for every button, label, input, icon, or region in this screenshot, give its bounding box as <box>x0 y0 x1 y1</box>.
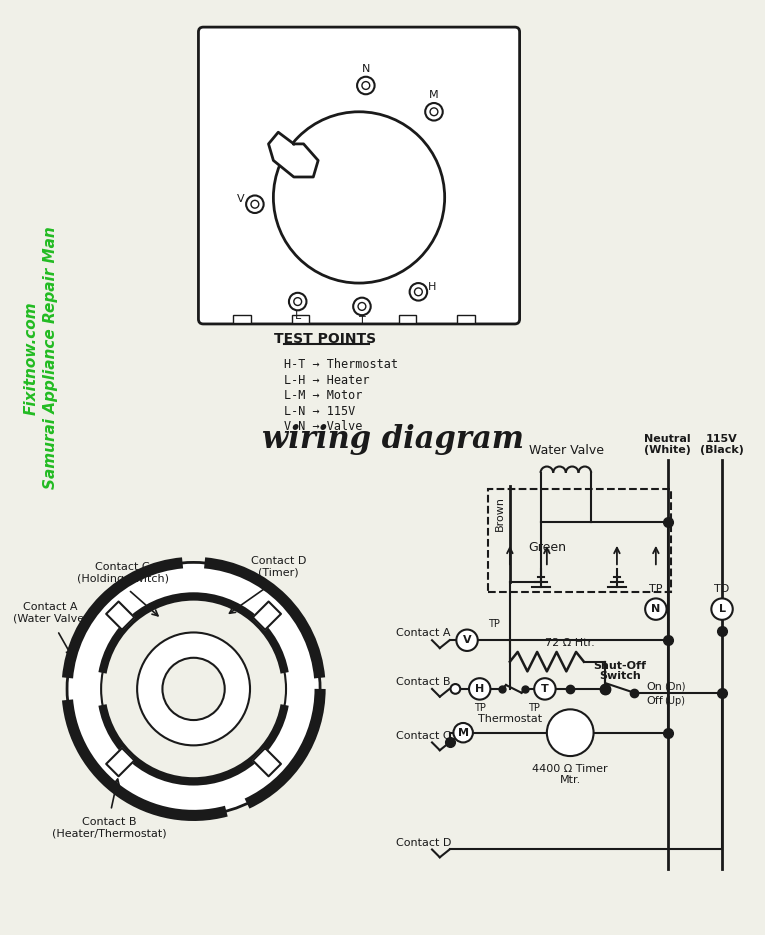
Text: V: V <box>236 194 244 204</box>
Circle shape <box>547 710 594 756</box>
Text: V: V <box>463 635 471 645</box>
Circle shape <box>454 723 473 742</box>
Text: 115V
(Black): 115V (Black) <box>700 434 744 455</box>
Bar <box>489 489 672 592</box>
Text: wiring diagram: wiring diagram <box>262 424 524 455</box>
Text: L-H → Heater: L-H → Heater <box>284 374 369 386</box>
Text: (Dn): (Dn) <box>664 682 685 692</box>
Text: T: T <box>359 316 366 326</box>
Circle shape <box>358 303 366 310</box>
Text: Brown: Brown <box>495 496 505 531</box>
Circle shape <box>457 629 478 651</box>
Text: Green: Green <box>528 541 566 554</box>
Text: TP: TP <box>474 702 486 712</box>
Circle shape <box>162 657 225 720</box>
Circle shape <box>273 112 444 283</box>
Text: H-T → Thermostat: H-T → Thermostat <box>284 358 398 371</box>
Text: Thermostat: Thermostat <box>478 714 542 725</box>
Text: Shut-Off: Shut-Off <box>594 661 646 671</box>
Circle shape <box>101 597 286 782</box>
Text: On: On <box>646 682 662 692</box>
Polygon shape <box>106 748 135 776</box>
Text: Contact B: Contact B <box>396 677 451 687</box>
Circle shape <box>137 632 250 745</box>
Text: H: H <box>475 683 484 694</box>
Text: Neutral
(White): Neutral (White) <box>644 434 691 455</box>
Text: Contact C: Contact C <box>396 730 451 741</box>
Text: TP: TP <box>529 702 540 712</box>
Polygon shape <box>269 132 318 177</box>
Circle shape <box>409 283 427 300</box>
Bar <box>292 315 309 323</box>
Circle shape <box>711 598 733 620</box>
Text: Off: Off <box>646 696 663 706</box>
Circle shape <box>294 297 301 306</box>
Text: Switch: Switch <box>599 671 641 681</box>
Circle shape <box>246 195 264 213</box>
Text: Water Valve: Water Valve <box>529 444 604 457</box>
Circle shape <box>430 108 438 116</box>
Polygon shape <box>106 601 135 630</box>
Circle shape <box>357 77 375 94</box>
Text: L: L <box>295 311 301 321</box>
Circle shape <box>645 598 666 620</box>
Text: N: N <box>651 604 660 614</box>
Circle shape <box>415 288 422 295</box>
Text: N: N <box>362 64 370 74</box>
Text: 4400 Ω Timer
Mtr.: 4400 Ω Timer Mtr. <box>532 764 608 785</box>
Circle shape <box>251 200 259 209</box>
Circle shape <box>289 293 307 310</box>
Text: (Up): (Up) <box>664 696 685 706</box>
Text: M: M <box>429 90 439 100</box>
Polygon shape <box>252 748 281 776</box>
Text: TD: TD <box>715 583 730 594</box>
Text: 72 Ω Htr.: 72 Ω Htr. <box>545 638 595 648</box>
Text: L-N → 115V: L-N → 115V <box>284 405 355 418</box>
Text: M: M <box>457 727 469 738</box>
Circle shape <box>451 684 461 694</box>
Text: TP: TP <box>488 619 500 628</box>
Text: L: L <box>718 604 725 614</box>
Text: L-M → Motor: L-M → Motor <box>284 389 363 402</box>
Text: V-N → Valve: V-N → Valve <box>284 421 363 433</box>
Text: H: H <box>428 281 436 292</box>
Text: TEST POINTS: TEST POINTS <box>274 332 376 346</box>
Circle shape <box>425 103 443 121</box>
Text: TP: TP <box>649 583 662 594</box>
Circle shape <box>353 297 371 315</box>
Circle shape <box>469 678 490 699</box>
Bar <box>399 315 416 323</box>
Text: Contact D
(Timer): Contact D (Timer) <box>251 556 306 578</box>
Text: Samurai Appliance Repair Man: Samurai Appliance Repair Man <box>43 226 58 489</box>
Circle shape <box>67 562 320 815</box>
Text: Contact A
(Water Valve): Contact A (Water Valve) <box>13 602 88 624</box>
FancyBboxPatch shape <box>198 27 519 324</box>
Bar <box>233 315 251 323</box>
Text: T: T <box>541 683 549 694</box>
Circle shape <box>362 81 369 90</box>
Circle shape <box>534 678 555 699</box>
Bar <box>457 315 475 323</box>
Text: Contact A: Contact A <box>396 628 451 639</box>
Text: Contact D: Contact D <box>396 838 451 848</box>
Polygon shape <box>252 601 281 630</box>
Text: Fixitnow.com: Fixitnow.com <box>24 301 38 415</box>
Text: Contact B
(Heater/Thermostat): Contact B (Heater/Thermostat) <box>51 817 166 839</box>
Text: Contact C
(Holding Switch): Contact C (Holding Switch) <box>76 562 168 583</box>
